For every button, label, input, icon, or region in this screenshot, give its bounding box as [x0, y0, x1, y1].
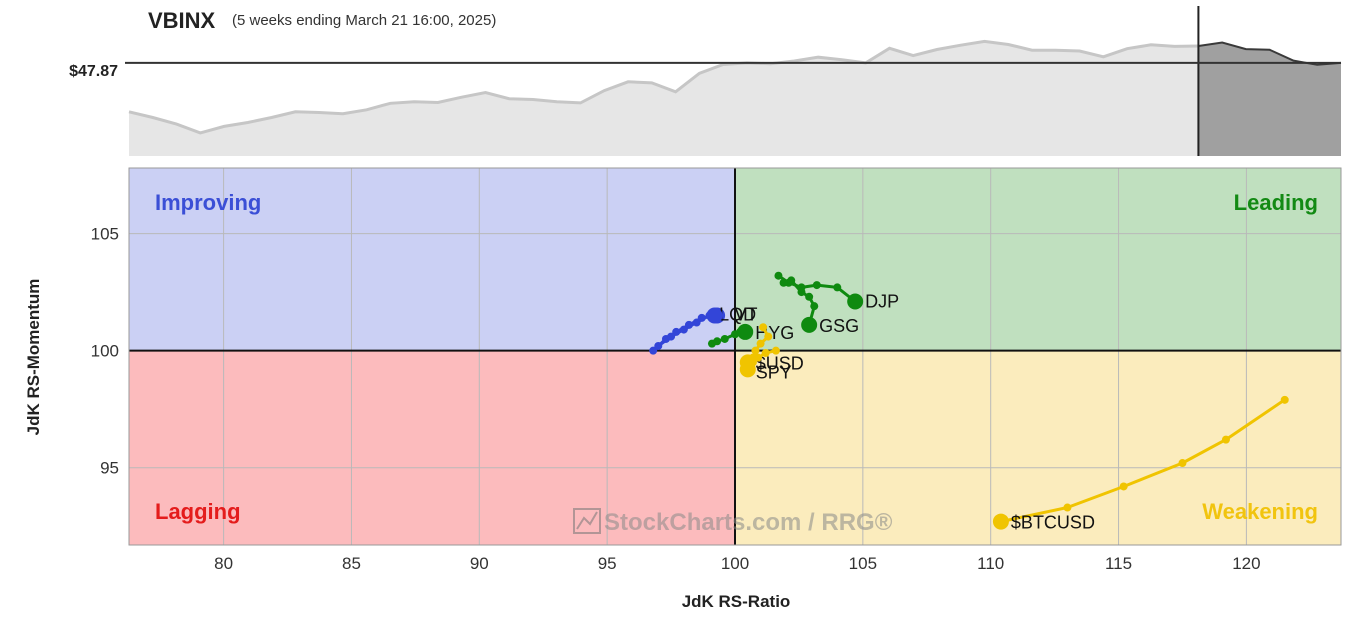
tail-point-vt: [679, 325, 688, 334]
head-point-vt: [706, 307, 723, 324]
tail-point-djp: [833, 283, 842, 292]
x-tick-label: 105: [849, 554, 877, 573]
x-tick-label: 85: [342, 554, 361, 573]
tail-point-vt: [654, 341, 663, 350]
tail-point-spy: [754, 353, 763, 362]
tail-point-gsg: [797, 288, 806, 297]
x-tick-label: 80: [214, 554, 233, 573]
tail-point-usd: [764, 332, 773, 341]
y-tick-label: 95: [100, 459, 119, 478]
symbol-title: VBINX: [148, 8, 216, 33]
price-line: [128, 39, 1199, 135]
head-point-djp: [847, 293, 864, 310]
tail-point-spy: [761, 348, 770, 357]
tail-point-usd: [751, 346, 760, 355]
y-axis-label: JdK RS-Momentum: [24, 279, 43, 436]
x-tick-label: 115: [1105, 554, 1132, 573]
quadrant-improving-label: Improving: [155, 190, 261, 215]
tail-point-hyg: [720, 334, 729, 343]
rrg-panel: 80 85 90 95 100 105 110 115 12095100105LQDVTHYGD…: [91, 167, 1342, 573]
head-point-btcusd: [992, 513, 1009, 530]
series-label-usd: $USD: [756, 353, 804, 373]
head-point-spy: [739, 361, 756, 378]
tail-point-gsg: [779, 278, 788, 287]
tail-line-btcusd: [1000, 398, 1286, 524]
tail-point-vt: [667, 332, 676, 341]
price-line-recent: [1198, 41, 1342, 66]
tail-point-btcusd: [1178, 459, 1187, 468]
tail-point-gsg: [810, 302, 819, 311]
tail-point-gsg: [805, 292, 814, 301]
quadrant-leading-label: Leading: [1234, 190, 1318, 215]
x-tick-label: 90: [470, 554, 489, 573]
head-point-hyg: [737, 323, 754, 340]
tail-point-gsg: [787, 276, 796, 285]
logo-chart-icon: [573, 508, 601, 534]
x-tick-label: 110: [977, 554, 1004, 573]
quadrant-lagging-label: Lagging: [155, 499, 241, 524]
rrg-frame: [128, 167, 1342, 546]
series-label-spy: SPY: [756, 362, 792, 382]
x-tick-label: 95: [598, 554, 617, 573]
watermark-text: StockCharts.com / RRG®: [604, 509, 893, 536]
tail-point-usd: [759, 323, 768, 332]
price-area: [129, 41, 1199, 156]
tail-point-btcusd: [1063, 503, 1072, 512]
head-point-gsg: [801, 316, 818, 333]
tail-point-djp: [812, 281, 821, 290]
y-tick-label: 105: [91, 225, 119, 244]
y-tick-label: 100: [91, 342, 119, 361]
x-tick-label: 100: [721, 554, 749, 573]
series-label-btcusd: $BTCUSD: [1011, 513, 1095, 533]
x-tick-label: 120: [1232, 554, 1260, 573]
logo-chart-line: [576, 511, 598, 530]
price-panel: [125, 6, 1342, 156]
tail-point-btcusd: [1119, 482, 1128, 491]
tail-point-spy: [771, 346, 780, 355]
price-area-recent: [1198, 42, 1341, 156]
stockcharts-logo: StockCharts.com / RRG®: [573, 508, 893, 536]
tail-point-btcusd: [1280, 395, 1289, 404]
tail-point-btcusd: [1221, 435, 1230, 444]
price-label: $47.87: [69, 63, 118, 80]
tail-point-djp: [774, 271, 783, 280]
series-label-lqd: LQD: [719, 305, 756, 325]
tail-point-usd: [756, 339, 765, 348]
tail-point-hyg: [713, 337, 722, 346]
quadrant-leading: [735, 168, 1341, 351]
x-axis-label: JdK RS-Ratio: [682, 592, 791, 611]
period-subtitle: (5 weeks ending March 21 16:00, 2025): [232, 12, 496, 29]
tail-point-vt: [692, 318, 701, 327]
series-label-vt: VT: [735, 305, 758, 325]
quadrant-improving: [129, 168, 735, 351]
quadrant-lagging: [129, 350, 735, 545]
series-label-gsg: GSG: [819, 316, 859, 336]
series-label-djp: DJP: [865, 291, 899, 311]
quadrant-weakening-label: Weakening: [1202, 499, 1318, 524]
tail-point-lqd: [649, 346, 658, 355]
